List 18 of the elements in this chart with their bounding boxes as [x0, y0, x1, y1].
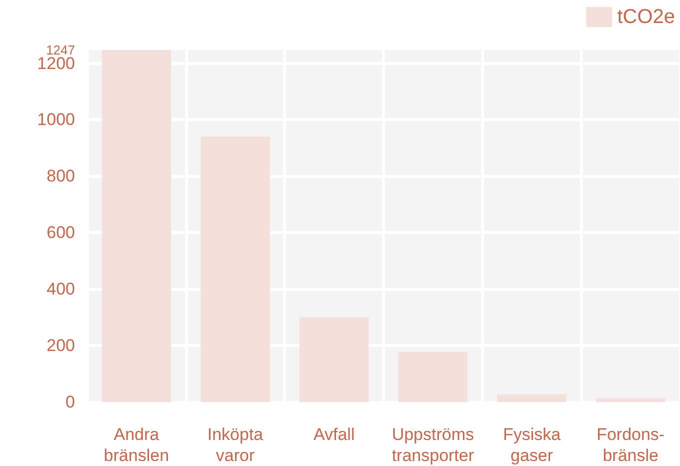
bar — [102, 50, 172, 402]
y-tick-label: 800 — [46, 166, 75, 186]
y-tick-label: 400 — [46, 280, 75, 299]
x-tick-label: Andra bränslen — [104, 425, 170, 465]
y-tick-label: 600 — [46, 223, 75, 242]
y-tick-label: 1000 — [37, 110, 75, 130]
x-tick-label: Avfall — [313, 425, 355, 444]
legend-label: tCO2e — [617, 6, 676, 28]
y-tick-label: 200 — [46, 336, 75, 356]
bar — [398, 352, 468, 402]
bar — [497, 394, 566, 402]
y-tick-label: 0 — [66, 392, 75, 412]
bar — [200, 136, 270, 402]
x-tick-label: Fysiska gaser — [502, 425, 562, 465]
bar — [299, 317, 369, 402]
x-tick-label: Uppströms transporter — [392, 425, 474, 465]
x-tick-label: Fordons-bränsle — [596, 425, 665, 465]
x-tick-label: Inköpta varor — [207, 425, 264, 465]
